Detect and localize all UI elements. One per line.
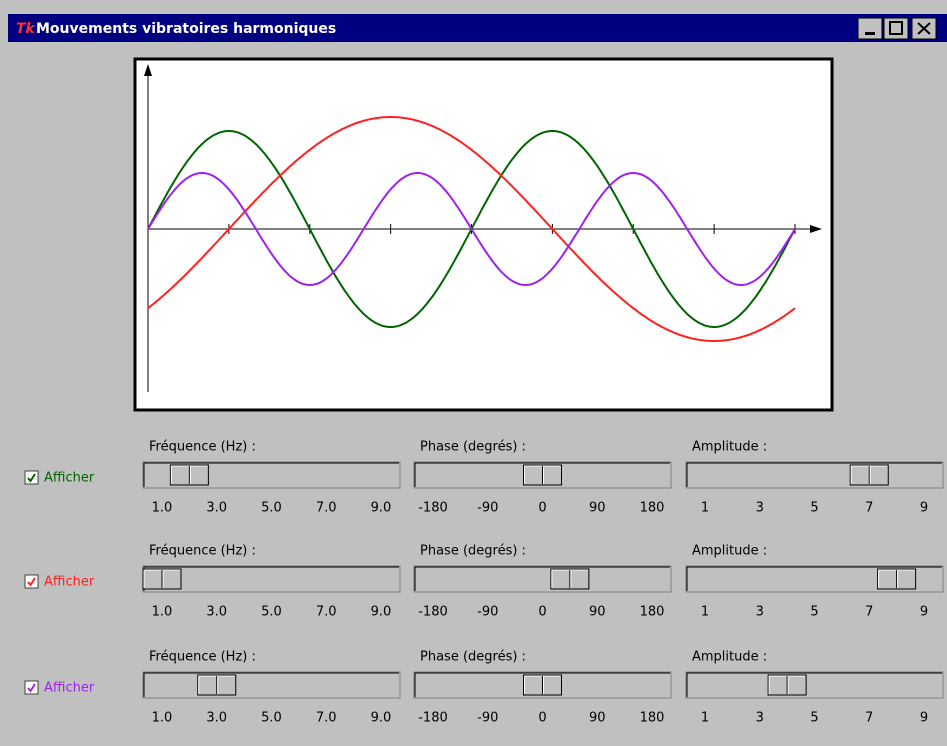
canvas <box>133 57 834 412</box>
slider-tick-label: -90 <box>477 605 498 620</box>
curve <box>147 116 796 342</box>
slider-tick-label: 3.0 <box>206 711 227 726</box>
slider-tick-label: 5.0 <box>261 711 282 726</box>
slider-tick-label: 90 <box>589 501 606 516</box>
slider-trough-shadow <box>686 462 942 487</box>
x-axis-arrow <box>810 225 822 233</box>
slider-tick-label: 3 <box>756 501 764 516</box>
check-mark <box>27 577 36 587</box>
tk-icon: Tk <box>16 21 37 37</box>
slider-tick-label: 180 <box>640 605 665 620</box>
title-bar <box>8 14 947 42</box>
slider-tick-label: 5 <box>810 711 818 726</box>
checkbox[interactable] <box>24 680 39 695</box>
maximize-icon <box>889 21 903 35</box>
slider-tick-label: 5 <box>810 501 818 516</box>
slider-trough-shadow <box>686 672 942 697</box>
slider-thumb-light <box>878 569 915 588</box>
checkbox-label[interactable]: Afficher <box>44 575 95 590</box>
check-mark <box>27 683 36 693</box>
slider-tick-label: 7.0 <box>316 605 337 620</box>
slider-label: Phase (degrés) : <box>420 440 526 455</box>
slider-tick-label: -90 <box>477 501 498 516</box>
checkbox-label[interactable]: Afficher <box>44 681 95 696</box>
slider-trough[interactable] <box>685 671 944 699</box>
slider-thumb-light <box>524 675 561 694</box>
slider-trough[interactable] <box>142 671 401 699</box>
slider-tick-label: 7.0 <box>316 501 337 516</box>
slider-label: Fréquence (Hz) : <box>149 440 256 455</box>
slider-thumb-light <box>198 675 235 694</box>
slider-tick-label: 1.0 <box>152 711 173 726</box>
slider-thumb-light <box>524 465 561 484</box>
slider-tick-label: 3 <box>756 711 764 726</box>
slider-label: Amplitude : <box>692 650 767 665</box>
slider-tick-label: -90 <box>477 711 498 726</box>
slider-label: Fréquence (Hz) : <box>149 650 256 665</box>
y-axis-arrow <box>144 64 152 76</box>
slider-tick-label: 9.0 <box>371 711 392 726</box>
slider-tick-label: 9 <box>920 605 928 620</box>
slider-tick-label: 3 <box>756 605 764 620</box>
check-mark <box>27 473 36 483</box>
slider-tick-label: 3.0 <box>206 605 227 620</box>
slider-tick-label: 1 <box>701 605 709 620</box>
slider-tick-label: 9 <box>920 501 928 516</box>
slider-label: Phase (degrés) : <box>420 544 526 559</box>
slider-tick-label: 1.0 <box>152 501 173 516</box>
minimize-icon <box>865 32 875 35</box>
slider-tick-label: 5 <box>810 605 818 620</box>
slider-tick-label: 3.0 <box>206 501 227 516</box>
slider-tick-label: 1 <box>701 501 709 516</box>
slider-trough-shadow <box>414 672 670 697</box>
slider-label: Amplitude : <box>692 544 767 559</box>
slider-tick-label: -180 <box>418 605 448 620</box>
slider-tick-label: 7 <box>865 711 873 726</box>
slider-trough-shadow <box>414 566 670 591</box>
slider-trough[interactable] <box>685 461 944 489</box>
slider-thumb-light <box>143 569 180 588</box>
slider-label: Phase (degrés) : <box>420 650 526 665</box>
checkbox[interactable] <box>24 470 39 485</box>
slider-thumb-light <box>850 465 888 484</box>
slider-tick-label: -180 <box>418 501 448 516</box>
slider-label: Amplitude : <box>692 440 767 455</box>
slider-tick-label: 7.0 <box>316 711 337 726</box>
slider-trough-shadow <box>686 566 942 591</box>
slider-label: Fréquence (Hz) : <box>149 544 256 559</box>
slider-tick-label: 0 <box>538 605 546 620</box>
curve <box>147 171 796 287</box>
slider-tick-label: 1.0 <box>152 605 173 620</box>
slider-tick-label: 9 <box>920 711 928 726</box>
slider-tick-label: 180 <box>640 501 665 516</box>
slider-tick-label: 90 <box>589 711 606 726</box>
slider-tick-label: 5.0 <box>261 501 282 516</box>
slider-trough-shadow <box>414 462 670 487</box>
slider-tick-label: 9.0 <box>371 605 392 620</box>
slider-tick-label: 7 <box>865 501 873 516</box>
slider-tick-label: 7 <box>865 605 873 620</box>
slider-trough[interactable] <box>413 565 672 593</box>
slider-tick-label: 9.0 <box>371 501 392 516</box>
slider-tick-label: 90 <box>589 605 606 620</box>
slider-thumb-light <box>551 569 588 588</box>
close-icon <box>917 22 931 35</box>
slider-tick-label: 1 <box>701 711 709 726</box>
slider-trough-shadow <box>143 672 399 697</box>
slider-trough-shadow <box>143 462 399 487</box>
slider-thumb-light <box>768 675 806 694</box>
window-buttons[interactable] <box>857 17 937 40</box>
slider-tick-label: 5.0 <box>261 605 282 620</box>
checkbox[interactable] <box>24 574 39 589</box>
slider-trough[interactable] <box>142 565 401 593</box>
slider-tick-label: 180 <box>640 711 665 726</box>
slider-thumb-light <box>170 465 208 484</box>
slider-tick-label: -180 <box>418 711 448 726</box>
minimize-button[interactable] <box>857 17 883 40</box>
checkbox-label[interactable]: Afficher <box>44 471 95 486</box>
slider-tick-label: 0 <box>538 501 546 516</box>
window-title: Mouvements vibratoires harmoniques <box>36 21 336 37</box>
slider-tick-label: 0 <box>538 711 546 726</box>
